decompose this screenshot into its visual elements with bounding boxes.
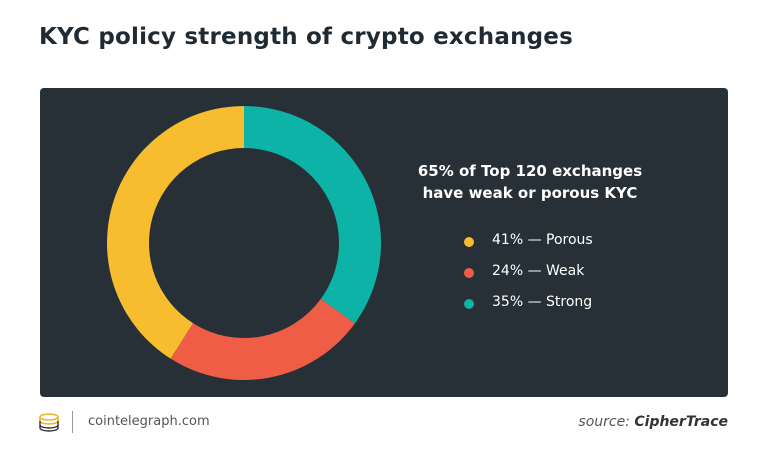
site-name: cointelegraph.com bbox=[88, 414, 210, 429]
chart-headline: 65% of Top 120 exchanges have weak or po… bbox=[400, 160, 660, 204]
chart-title: KYC policy strength of crypto exchanges bbox=[39, 24, 573, 50]
source-label: source: bbox=[578, 414, 630, 430]
donut-slice-weak bbox=[170, 298, 355, 380]
source-credit: source: CipherTrace bbox=[578, 414, 728, 430]
legend-label-porous: 41% — Porous bbox=[492, 232, 593, 248]
cointelegraph-logo-icon bbox=[39, 413, 59, 432]
legend-label-weak: 24% — Weak bbox=[492, 263, 585, 279]
legend-dot-weak bbox=[464, 268, 474, 278]
headline-line-1: 65% of Top 120 exchanges bbox=[417, 162, 643, 180]
donut-slice-porous bbox=[107, 106, 244, 359]
source-name: CipherTrace bbox=[634, 414, 728, 430]
legend-dot-porous bbox=[464, 237, 474, 247]
chart-panel: 65% of Top 120 exchanges have weak or po… bbox=[40, 88, 728, 397]
donut-chart bbox=[107, 106, 381, 380]
headline-line-2: have weak or porous KYC bbox=[422, 184, 638, 202]
donut-slice-strong bbox=[244, 106, 381, 324]
legend-label-strong: 35% — Strong bbox=[492, 294, 593, 310]
footer-separator bbox=[72, 411, 73, 433]
legend-dot-strong bbox=[464, 299, 474, 309]
